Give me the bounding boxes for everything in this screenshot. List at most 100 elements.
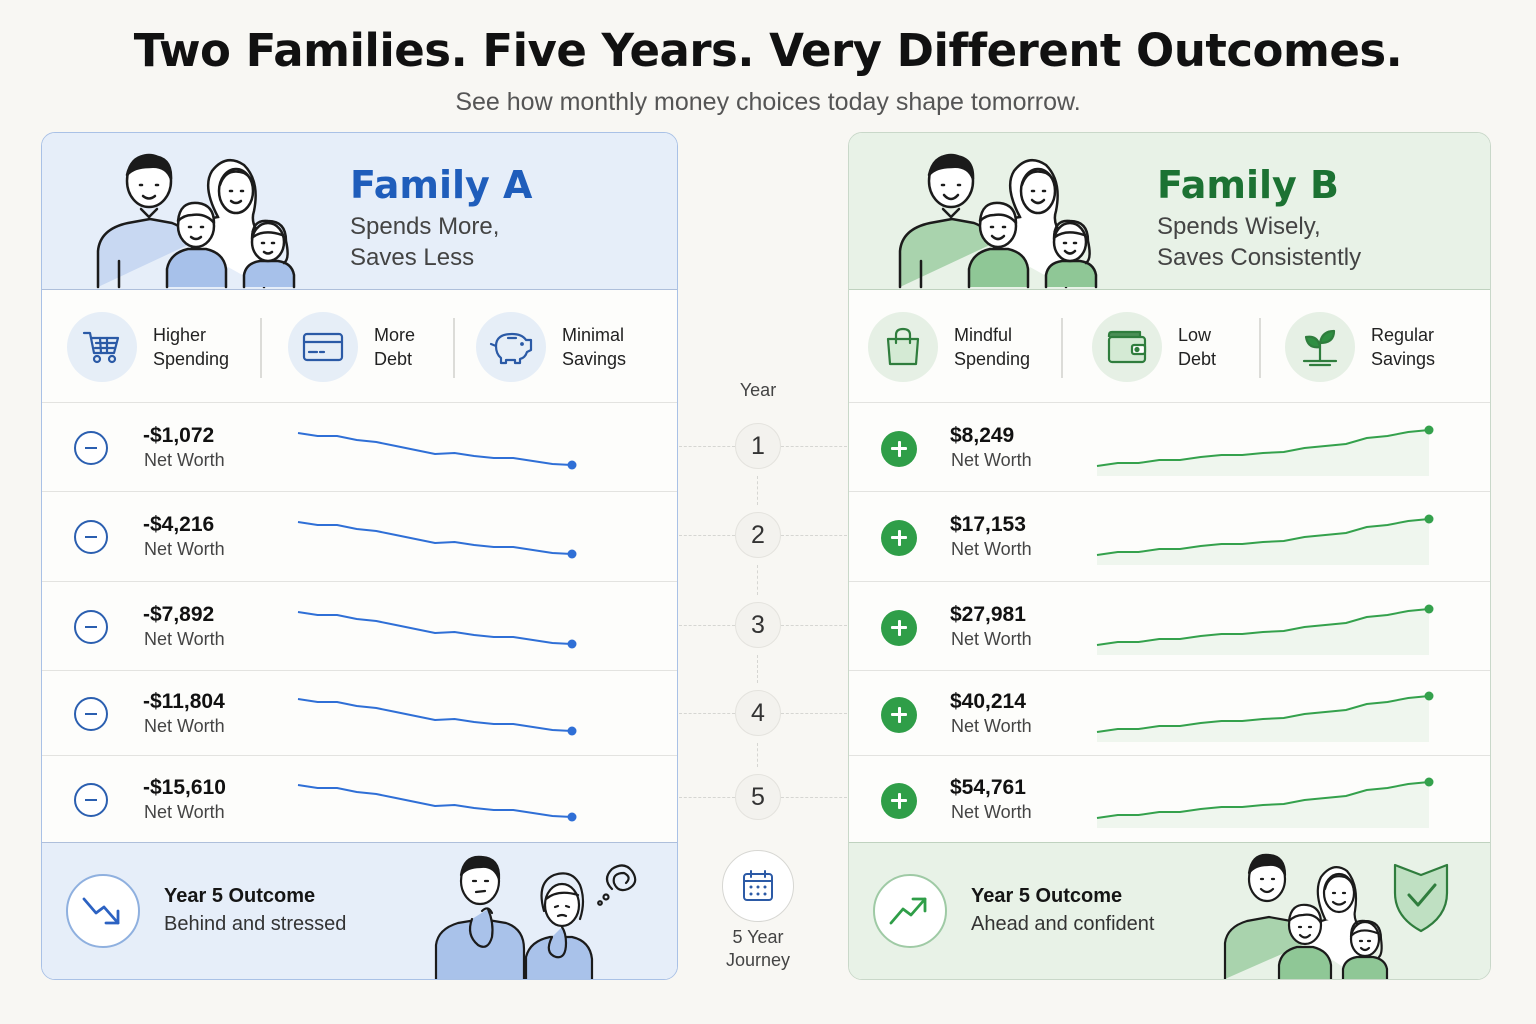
year-marker: 1 (735, 423, 781, 469)
family-b-desc-line1: Spends Wisely, (1157, 213, 1321, 240)
timeline-connector (679, 446, 735, 447)
trend-sparkline (297, 431, 577, 469)
trait-label-line2: Savings (562, 349, 627, 369)
trait-label-line2: Spending (153, 349, 230, 369)
trend-down-icon (66, 874, 140, 948)
trait-label-line2: Spending (954, 349, 1031, 369)
stressed-couple-illustration-icon (434, 855, 637, 979)
wallet-icon (1092, 312, 1162, 382)
outcome-title: Year 5 Outcome (971, 885, 1123, 907)
outcome-text: Behind and stressed (164, 913, 347, 935)
minus-circle-icon (74, 696, 108, 731)
net-worth-label: Net Worth (144, 628, 225, 649)
timeline-label: Year (739, 380, 777, 400)
timeline-connector (781, 625, 847, 626)
trend-sparkline (297, 697, 577, 735)
plus-circle-icon (881, 430, 917, 467)
sparkline-end-dot (1424, 425, 1434, 434)
journey-label-line2: Journey (725, 950, 791, 970)
sparkline-end-dot (1424, 604, 1434, 613)
trend-sparkline (297, 521, 577, 559)
trait-more-debt: More Debt (288, 312, 464, 382)
sparkline-end-dot (1424, 514, 1434, 524)
year-row: -$11,804 Net Worth (42, 671, 677, 756)
sparkline-line (1096, 781, 1430, 819)
net-worth-label: Net Worth (951, 449, 1032, 470)
trait-higher-spending: Higher Spending (67, 312, 243, 382)
journey-label-line1: 5 Year (732, 927, 784, 947)
credit-card-icon (288, 312, 358, 382)
family-a-header: Family A Spends More, Saves Less (42, 133, 677, 290)
trait-label-line2: Debt (374, 349, 413, 369)
net-worth-value: $40,214 (950, 689, 1026, 713)
sparkline-end-dot (567, 726, 577, 735)
timeline-connector (757, 743, 758, 767)
net-worth-label: Net Worth (951, 628, 1032, 649)
year-row: $17,153 Net Worth (849, 492, 1490, 582)
plus-circle-icon (881, 783, 917, 819)
timeline-connector (679, 797, 735, 798)
year-row: $40,214 Net Worth (849, 671, 1490, 756)
family-a-description: Spends More, Saves Less (350, 211, 499, 273)
family-illustration-icon (96, 153, 296, 289)
shopping-cart-icon (67, 312, 137, 382)
timeline-connector (679, 713, 735, 714)
trait-low-debt: Low Debt (1092, 312, 1268, 382)
timeline-connector (781, 446, 847, 447)
sparkline-end-dot (1424, 691, 1434, 700)
page-subtitle: See how monthly money choices today shap… (455, 88, 1081, 116)
sparkline-end-dot (1424, 777, 1434, 787)
net-worth-value: -$1,072 (143, 423, 215, 447)
year-marker: 2 (735, 512, 781, 558)
sparkline-end-dot (567, 460, 577, 469)
net-worth-value: $8,249 (950, 423, 1015, 447)
divider (1259, 318, 1261, 378)
sparkline-line (1096, 607, 1430, 646)
net-worth-label: Net Worth (144, 539, 225, 559)
net-worth-value: $17,153 (950, 513, 1026, 536)
sparkline-line (297, 521, 573, 555)
trait-label-line1: Regular (1371, 325, 1435, 345)
trait-label-line1: Higher (153, 325, 207, 345)
trait-regular-savings: Regular Savings (1285, 312, 1461, 382)
family-a-outcome: Year 5 Outcome Behind and stressed (42, 842, 677, 979)
family-b-name: Family B (1157, 163, 1339, 207)
trait-label-line2: Savings (1371, 349, 1436, 369)
family-b-description: Spends Wisely, Saves Consistently (1157, 211, 1361, 273)
trait-label-line2: Debt (1178, 349, 1217, 369)
minus-circle-icon (74, 520, 108, 554)
sparkline-line (297, 431, 573, 466)
trend-sparkline (297, 610, 577, 648)
shopping-bag-icon (868, 312, 938, 382)
net-worth-value: -$11,804 (143, 689, 225, 713)
divider (260, 318, 262, 378)
trend-sparkline (1096, 777, 1434, 828)
page-title: Two Families. Five Years. Very Different… (133, 24, 1403, 77)
minus-circle-icon (74, 430, 108, 465)
family-b-outcome: Year 5 Outcome Ahead and confident (849, 842, 1490, 979)
year-row: $54,761 Net Worth (849, 756, 1490, 844)
family-illustration-icon (898, 153, 1098, 289)
net-worth-label: Net Worth (951, 802, 1032, 822)
year-row: -$1,072 Net Worth (42, 403, 677, 492)
minus-circle-icon (74, 783, 108, 817)
sparkline-line (297, 784, 573, 818)
family-a-desc-line2: Saves Less (350, 244, 475, 271)
calendar-icon (722, 850, 794, 922)
divider (1061, 318, 1063, 378)
timeline-connector (679, 625, 735, 626)
sparkline-line (1096, 694, 1430, 733)
trait-label-line1: Low (1178, 325, 1212, 345)
sparkline-line (297, 697, 573, 732)
sparkline-line (1096, 428, 1430, 467)
outcome-title: Year 5 Outcome (164, 885, 316, 907)
net-worth-value: $54,761 (950, 776, 1026, 799)
net-worth-label: Net Worth (144, 802, 225, 822)
trend-up-icon (873, 874, 947, 948)
net-worth-value: $27,981 (950, 602, 1026, 626)
piggy-bank-icon (476, 312, 546, 382)
timeline-connector (679, 535, 735, 536)
trait-label-line1: More (374, 325, 416, 345)
year-row: $8,249 Net Worth (849, 403, 1490, 492)
sparkline-end-dot (567, 812, 577, 822)
